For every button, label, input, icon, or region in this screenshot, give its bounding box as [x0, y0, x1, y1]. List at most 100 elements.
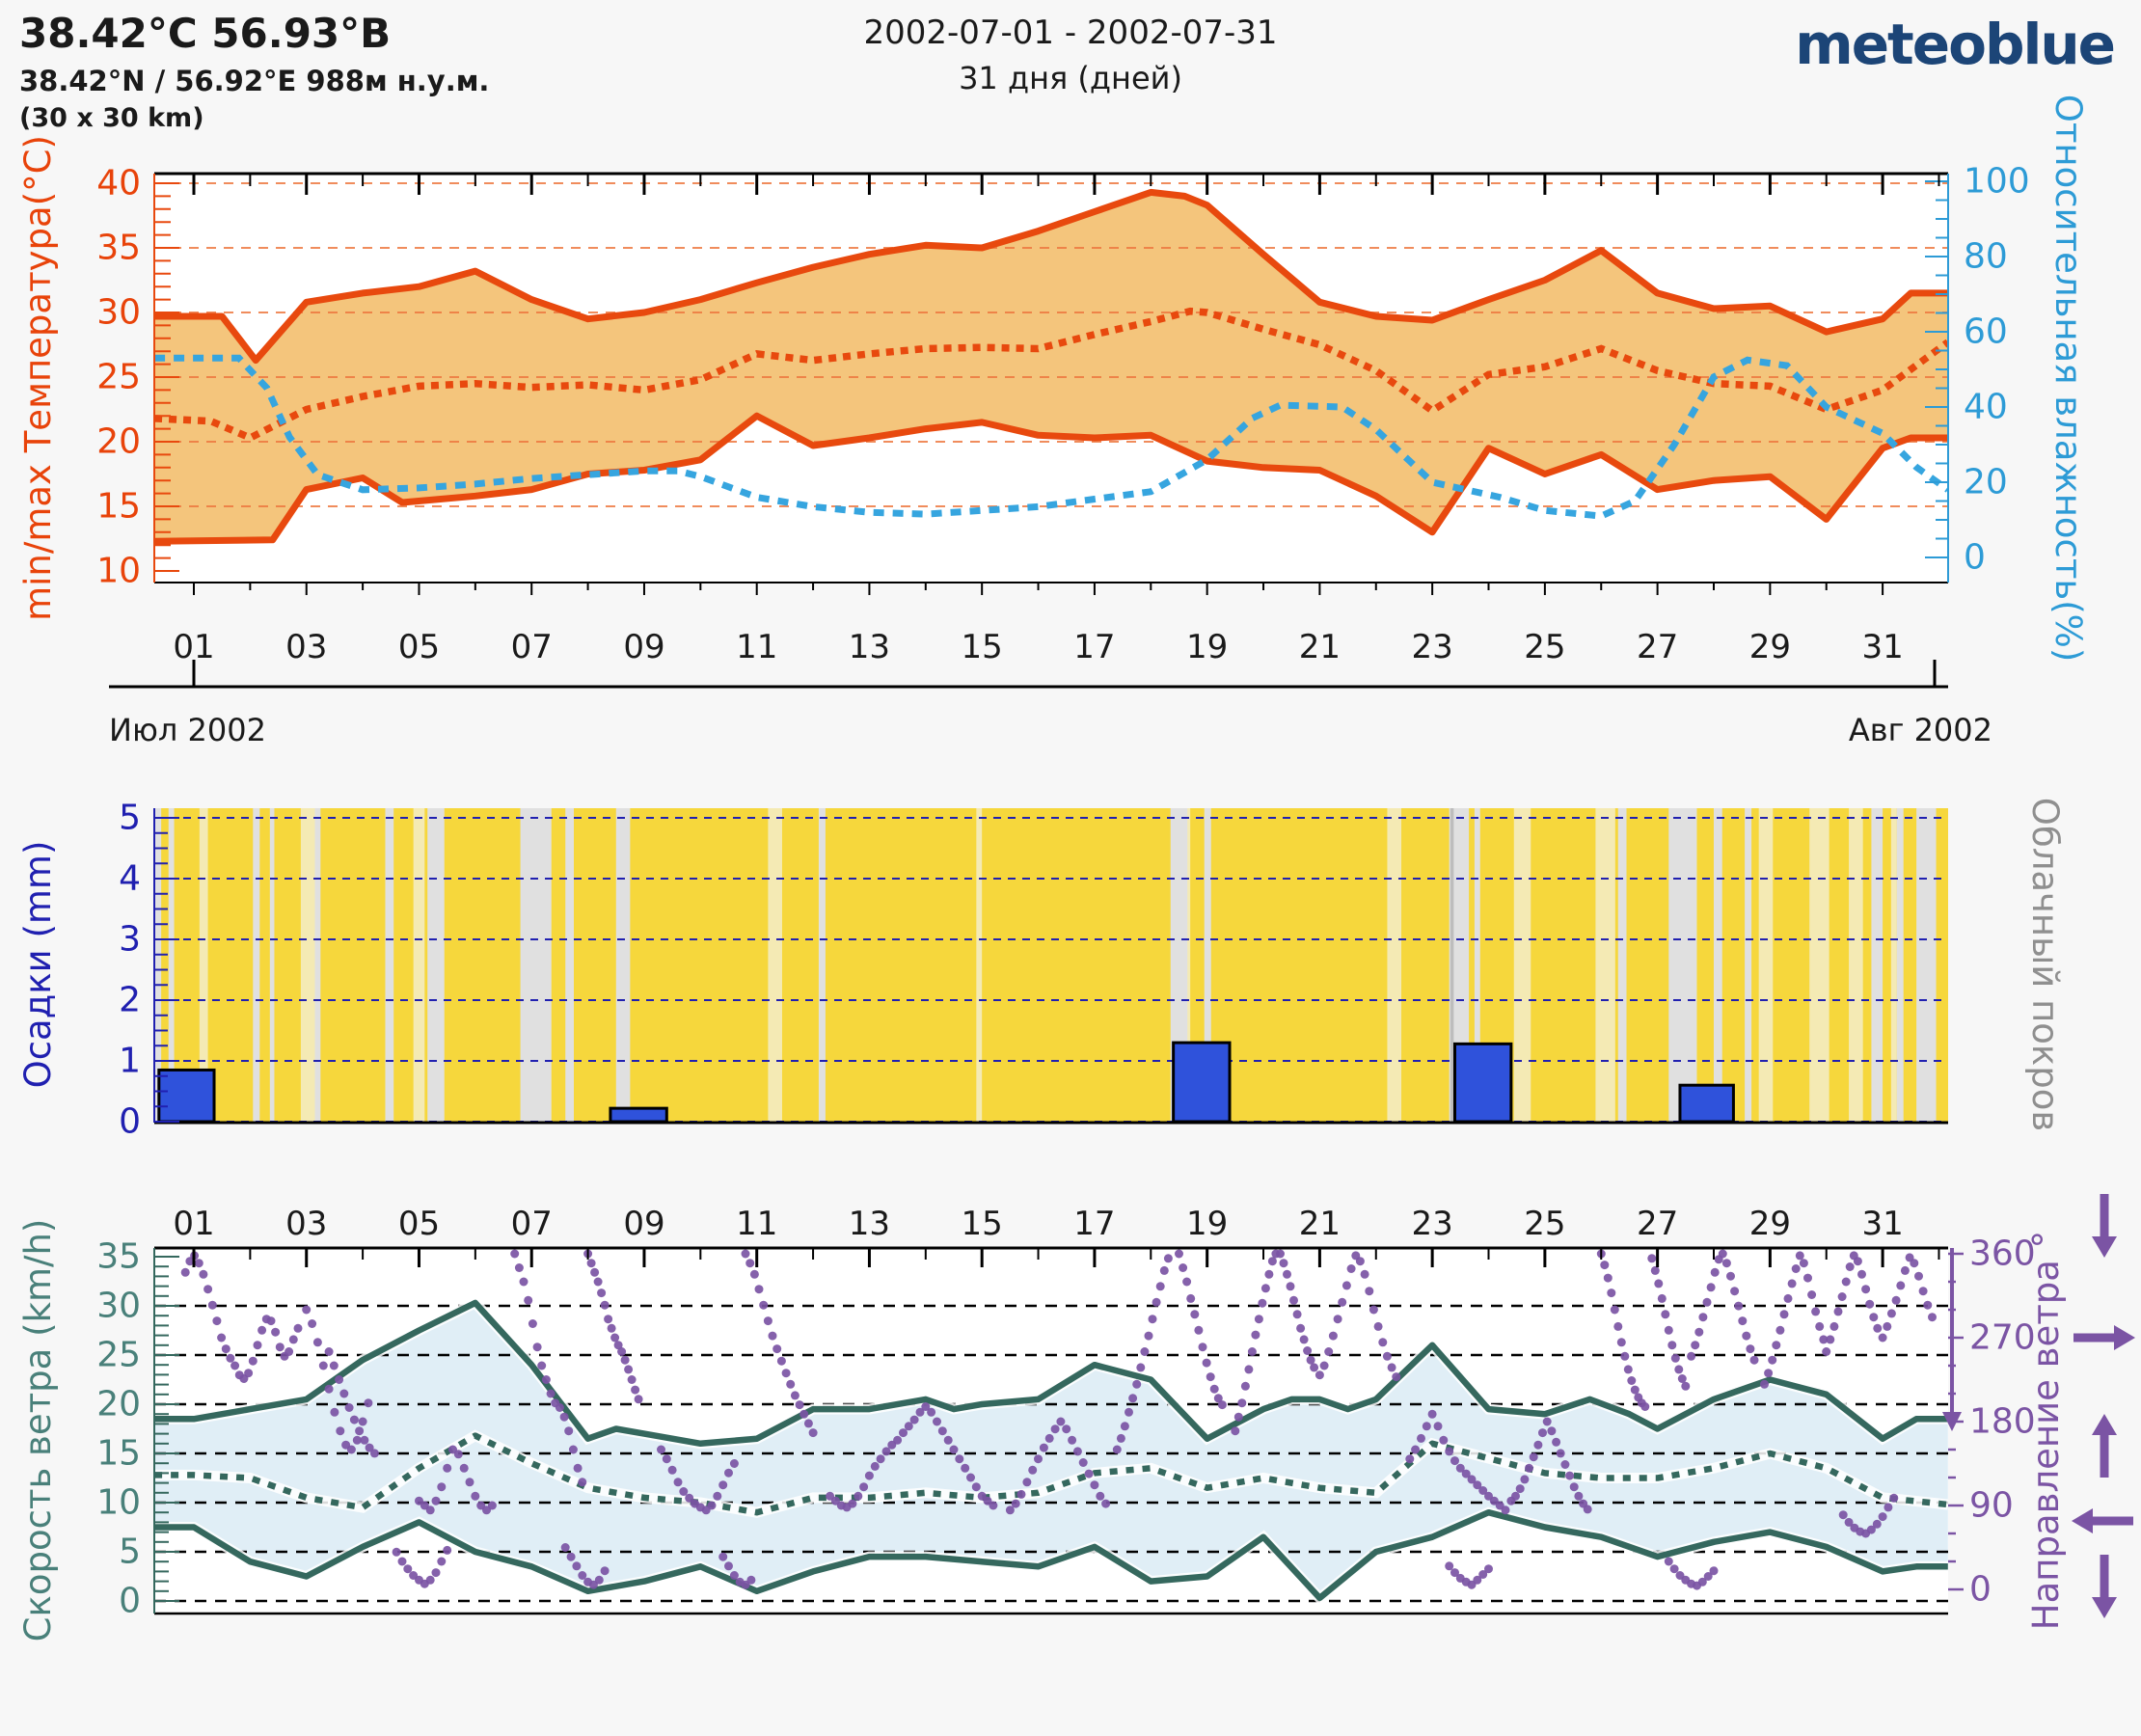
- wind-direction-dot: [772, 1344, 782, 1354]
- wind-direction-dot: [312, 1338, 322, 1347]
- wind-direction-dot: [207, 1300, 217, 1310]
- wind-direction-dot: [1467, 1475, 1477, 1484]
- day-label-bottom: 13: [849, 1205, 890, 1243]
- wind-direction-dot: [1382, 1351, 1392, 1361]
- direction-tick-label: 270: [1969, 1317, 2036, 1357]
- wind-direction-dot: [1845, 1262, 1855, 1271]
- wind-direction-dot: [971, 1482, 981, 1492]
- precip-axis-title: Осадки (mm): [17, 841, 59, 1089]
- wind-direction-dot: [1283, 1269, 1291, 1279]
- page-title: 38.42°C 56.93°B: [19, 10, 392, 57]
- wind-direction-dot: [1194, 1325, 1204, 1335]
- wind-direction-dot: [1768, 1355, 1777, 1365]
- day-label-top: 23: [1412, 628, 1453, 666]
- wind-direction-dot: [1136, 1363, 1146, 1372]
- wind-direction-dot: [1600, 1261, 1610, 1270]
- temp-tick-label: 15: [96, 487, 141, 527]
- wind-direction-dot: [1324, 1347, 1334, 1356]
- location-header: 38.42°C 56.93°B 38.42°N / 56.92°E 988м н…: [19, 10, 489, 133]
- meteoblue-logo[interactable]: meteoblue: [1795, 12, 2116, 77]
- cloud-stripe: [520, 808, 552, 1123]
- day-label-bottom: 03: [285, 1205, 327, 1243]
- wind-direction-dot: [1886, 1309, 1896, 1318]
- day-label-top: 31: [1861, 628, 1903, 666]
- day-label-bottom: 31: [1861, 1205, 1903, 1243]
- wind-direction-dot: [1853, 1257, 1862, 1266]
- wind-direction-dot: [1237, 1398, 1247, 1408]
- wind-direction-dot: [662, 1454, 671, 1464]
- wind-direction-dot: [741, 1249, 750, 1259]
- precipitation-bar: [1452, 1042, 1513, 1124]
- wind-direction-dot: [1525, 1463, 1533, 1473]
- date-header: 2002-07-01 - 2002-07-31 31 дня (дней): [733, 14, 1408, 96]
- wind-direction-dot: [1039, 1443, 1048, 1452]
- wind-direction-dot: [1132, 1379, 1142, 1389]
- cloud-stripe-pale: [1513, 808, 1531, 1123]
- wind-direction-dot: [768, 1331, 777, 1341]
- wind-direction-dot: [248, 1356, 257, 1366]
- wind-direction-dot: [1803, 1273, 1812, 1283]
- cloud-stripe-pale: [976, 808, 983, 1123]
- wind-direction-dot: [568, 1445, 578, 1454]
- wind-direction-dot: [1869, 1313, 1879, 1322]
- wind-direction-dot: [253, 1341, 262, 1350]
- precipitation-bar: [1678, 1083, 1735, 1124]
- wind-direction-dot: [1450, 1456, 1459, 1466]
- day-label-bottom: 21: [1299, 1205, 1341, 1243]
- wind-direction-dot: [1552, 1437, 1561, 1447]
- wind-tick-label: 25: [96, 1336, 141, 1375]
- wind-direction-dot: [1787, 1279, 1797, 1288]
- wind-direction-dot: [1484, 1564, 1493, 1574]
- wind-direction-dot: [1610, 1305, 1619, 1315]
- day-label-bottom: 19: [1186, 1205, 1228, 1243]
- humidity-line: [154, 354, 1948, 520]
- wind-direction-dot: [610, 1333, 620, 1343]
- wind-direction-dot: [1461, 1469, 1471, 1478]
- wind-direction-dot: [904, 1422, 913, 1431]
- wind-direction-dot: [1603, 1273, 1613, 1283]
- wind-direction-dot: [634, 1395, 643, 1404]
- wind-direction-dot: [1677, 1374, 1687, 1383]
- precip-tick-label: 2: [119, 981, 141, 1020]
- wind-direction-dot: [1779, 1310, 1789, 1319]
- wind-direction-dot: [859, 1482, 869, 1492]
- wind-direction-dot: [1090, 1480, 1099, 1490]
- wind-direction-dot: [1918, 1287, 1928, 1296]
- day-label-top: 09: [623, 628, 664, 666]
- wind-direction-dot: [344, 1403, 354, 1412]
- wind-direction-dot: [1501, 1505, 1510, 1515]
- wind-direction-dot: [718, 1552, 728, 1561]
- wind-direction-dot: [537, 1361, 547, 1370]
- wind-direction-dot: [346, 1445, 356, 1454]
- wind-direction-dot: [1569, 1482, 1579, 1492]
- wind-direction-dot: [909, 1415, 919, 1424]
- wind-direction-dot: [1607, 1288, 1616, 1298]
- wind-direction-dot: [624, 1365, 634, 1374]
- wind-direction-dot: [1068, 1435, 1077, 1445]
- wind-direction-dot: [729, 1459, 739, 1468]
- day-label-top: 17: [1073, 628, 1115, 666]
- wind-direction-dot: [1706, 1283, 1716, 1292]
- wind-direction-dot: [590, 1267, 600, 1277]
- wind-direction-dot: [600, 1566, 610, 1576]
- wind-direction-dot: [1896, 1281, 1906, 1290]
- wind-direction-dot: [443, 1545, 452, 1555]
- wind-direction-dot: [1556, 1449, 1565, 1458]
- cloud-stripe-pale: [1809, 808, 1829, 1123]
- wind-direction-dot: [1746, 1344, 1755, 1354]
- wind-direction-dot: [318, 1361, 328, 1370]
- wind-direction-dot: [754, 1285, 764, 1294]
- month-label-left: Июл 2002: [109, 712, 266, 748]
- wind-direction-dot: [1764, 1369, 1774, 1378]
- wind-direction-dot: [1866, 1525, 1876, 1534]
- wind-direction-dot: [1694, 1327, 1704, 1337]
- wind-direction-dot: [1422, 1422, 1431, 1431]
- cloud-stripe: [1668, 808, 1697, 1123]
- wind-direction-dot: [1627, 1376, 1637, 1385]
- wind-direction-dot: [1369, 1305, 1378, 1315]
- wind-direction-dot: [431, 1568, 441, 1578]
- precipitation-bar: [1172, 1041, 1232, 1124]
- wind-direction-dot: [713, 1491, 722, 1501]
- wind-direction-dot: [848, 1499, 857, 1508]
- wind-direction-dot: [1826, 1335, 1835, 1344]
